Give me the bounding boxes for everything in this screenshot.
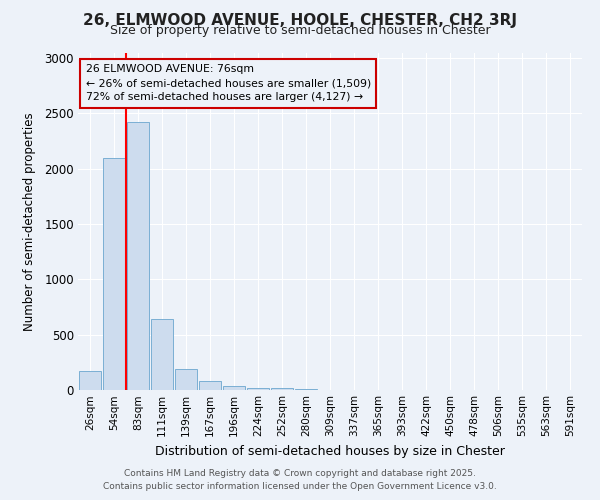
Bar	[247, 388, 269, 390]
Text: Contains HM Land Registry data © Crown copyright and database right 2025.
Contai: Contains HM Land Registry data © Crown c…	[103, 470, 497, 491]
Bar	[223, 386, 245, 390]
Y-axis label: Number of semi-detached properties: Number of semi-detached properties	[23, 112, 36, 330]
X-axis label: Distribution of semi-detached houses by size in Chester: Distribution of semi-detached houses by …	[155, 444, 505, 458]
Bar	[103, 158, 125, 390]
Bar	[271, 388, 293, 390]
Bar	[199, 380, 221, 390]
Text: 26 ELMWOOD AVENUE: 76sqm
← 26% of semi-detached houses are smaller (1,509)
72% o: 26 ELMWOOD AVENUE: 76sqm ← 26% of semi-d…	[86, 64, 371, 102]
Text: 26, ELMWOOD AVENUE, HOOLE, CHESTER, CH2 3RJ: 26, ELMWOOD AVENUE, HOOLE, CHESTER, CH2 …	[83, 12, 517, 28]
Text: Size of property relative to semi-detached houses in Chester: Size of property relative to semi-detach…	[110, 24, 490, 37]
Bar	[151, 319, 173, 390]
Bar	[79, 370, 101, 390]
Bar	[127, 122, 149, 390]
Bar	[175, 369, 197, 390]
